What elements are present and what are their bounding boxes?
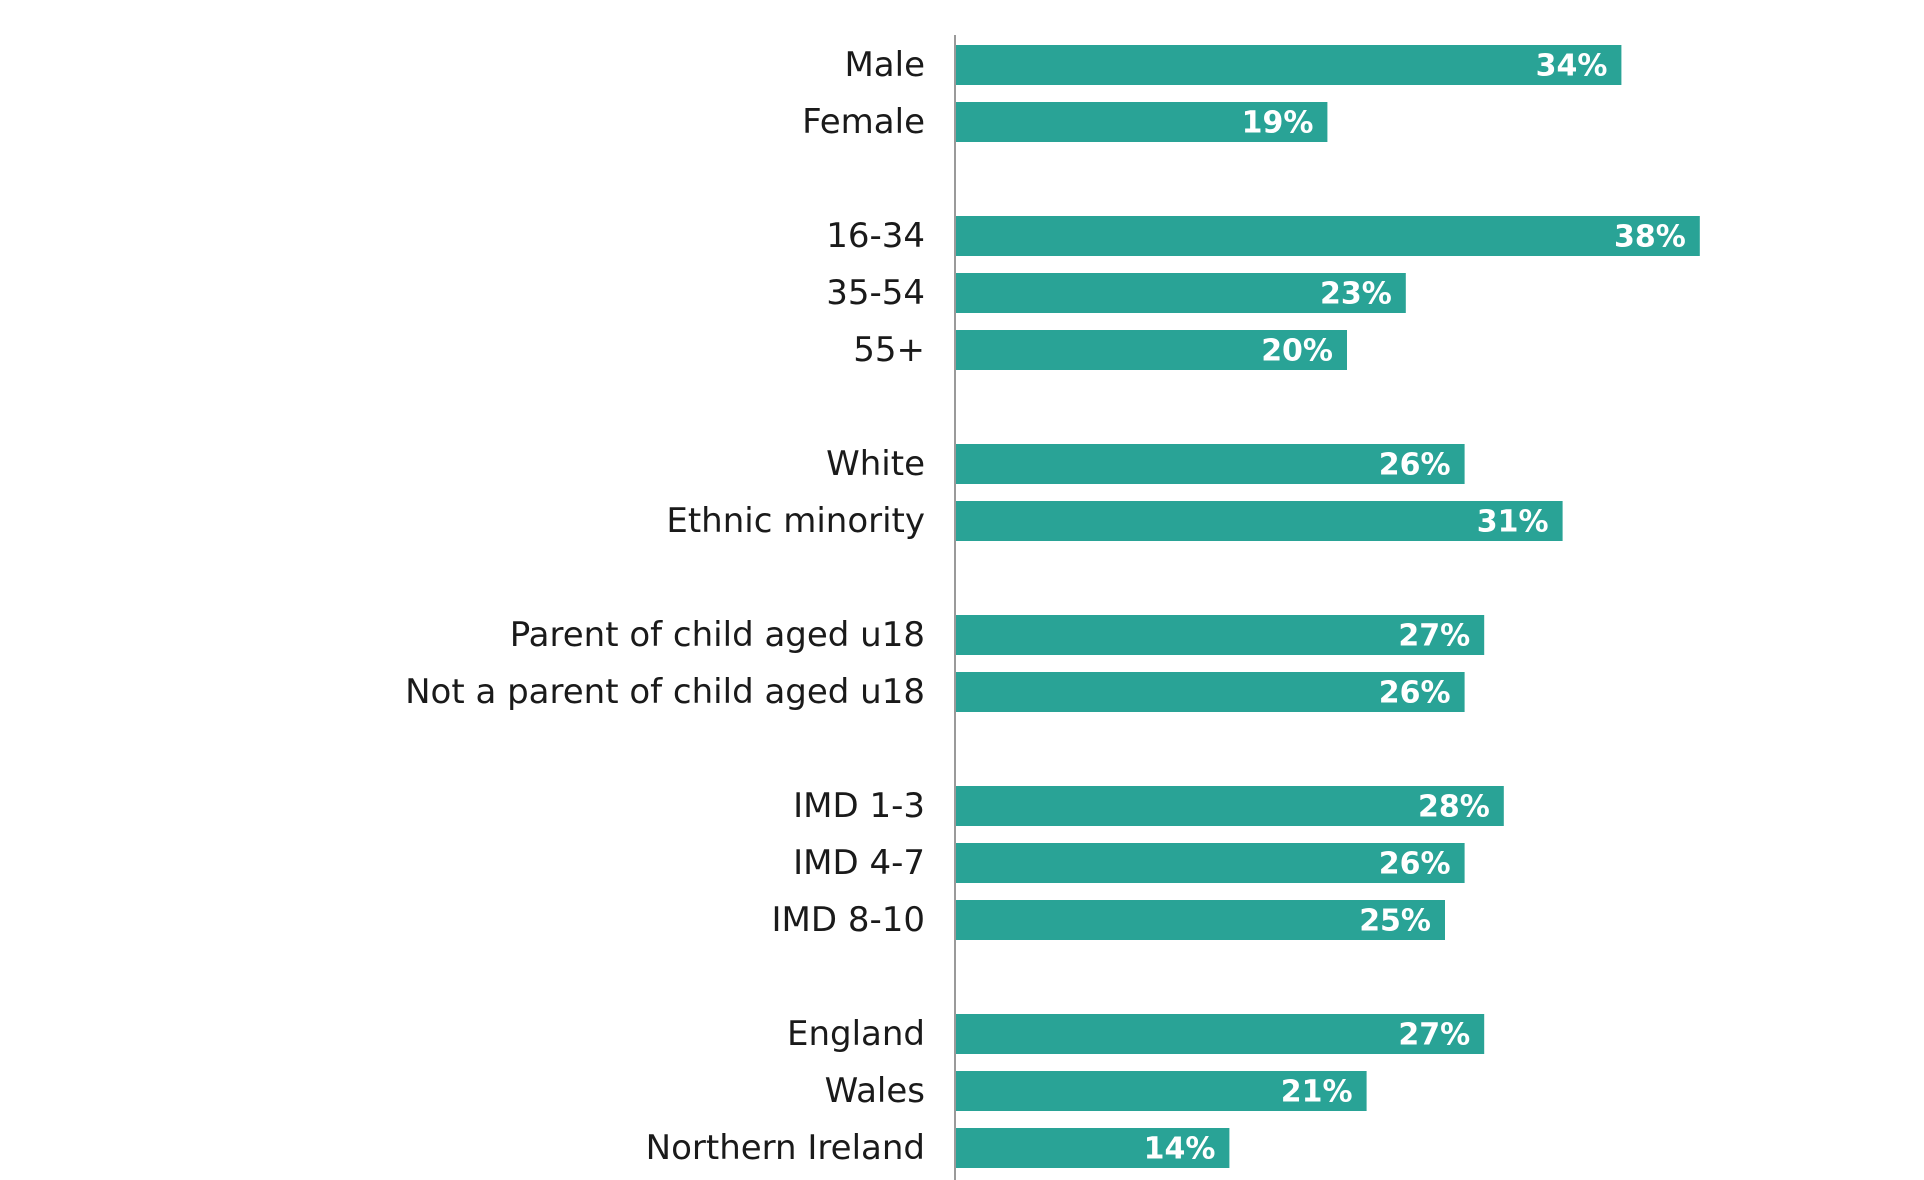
- bar: [955, 45, 1622, 85]
- category-label: England: [787, 1014, 925, 1054]
- category-label: Male: [844, 45, 925, 85]
- value-label: 26%: [1379, 448, 1451, 483]
- bars-layer: Male 34% Female 19% 16-34 38% 35-54 23% 55+ 20% Wh…: [405, 45, 1700, 1168]
- category-label: Northern Ireland: [646, 1128, 925, 1168]
- category-label: White: [826, 444, 925, 484]
- bar: [955, 900, 1445, 940]
- value-label: 34%: [1536, 49, 1608, 84]
- category-label: Wales: [825, 1071, 925, 1111]
- category-label: Parent of child aged u18: [510, 615, 925, 655]
- bar: [955, 1071, 1367, 1111]
- value-label: 26%: [1379, 847, 1451, 882]
- bar: [955, 843, 1465, 883]
- category-label: IMD 1-3: [793, 786, 925, 826]
- bar: [955, 1014, 1485, 1054]
- category-label: Ethnic minority: [666, 501, 925, 541]
- bar: [955, 102, 1328, 142]
- bar: [955, 615, 1485, 655]
- category-label: 35-54: [826, 273, 925, 313]
- value-label: 31%: [1477, 505, 1549, 540]
- value-label: 38%: [1614, 220, 1686, 255]
- value-label: 19%: [1242, 106, 1314, 141]
- category-label: Female: [802, 102, 925, 142]
- category-label: IMD 4-7: [793, 843, 925, 883]
- bar: [955, 444, 1465, 484]
- value-label: 20%: [1261, 334, 1333, 369]
- bar: [955, 273, 1406, 313]
- value-label: 23%: [1320, 277, 1392, 312]
- value-label: 27%: [1398, 1018, 1470, 1053]
- value-label: 26%: [1379, 676, 1451, 711]
- value-label: 27%: [1398, 619, 1470, 654]
- category-label: IMD 8-10: [771, 900, 925, 940]
- bar: [955, 672, 1465, 712]
- bar: [955, 1128, 1230, 1168]
- value-label: 21%: [1281, 1075, 1353, 1110]
- bar: [955, 216, 1700, 256]
- value-label: 25%: [1359, 904, 1431, 939]
- bar: [955, 330, 1347, 370]
- bar: [955, 786, 1504, 826]
- category-label: 16-34: [826, 216, 925, 256]
- value-label: 14%: [1144, 1132, 1216, 1167]
- bar: [955, 501, 1563, 541]
- value-label: 28%: [1418, 790, 1490, 825]
- category-label: Not a parent of child aged u18: [405, 672, 925, 712]
- category-label: 55+: [853, 330, 925, 370]
